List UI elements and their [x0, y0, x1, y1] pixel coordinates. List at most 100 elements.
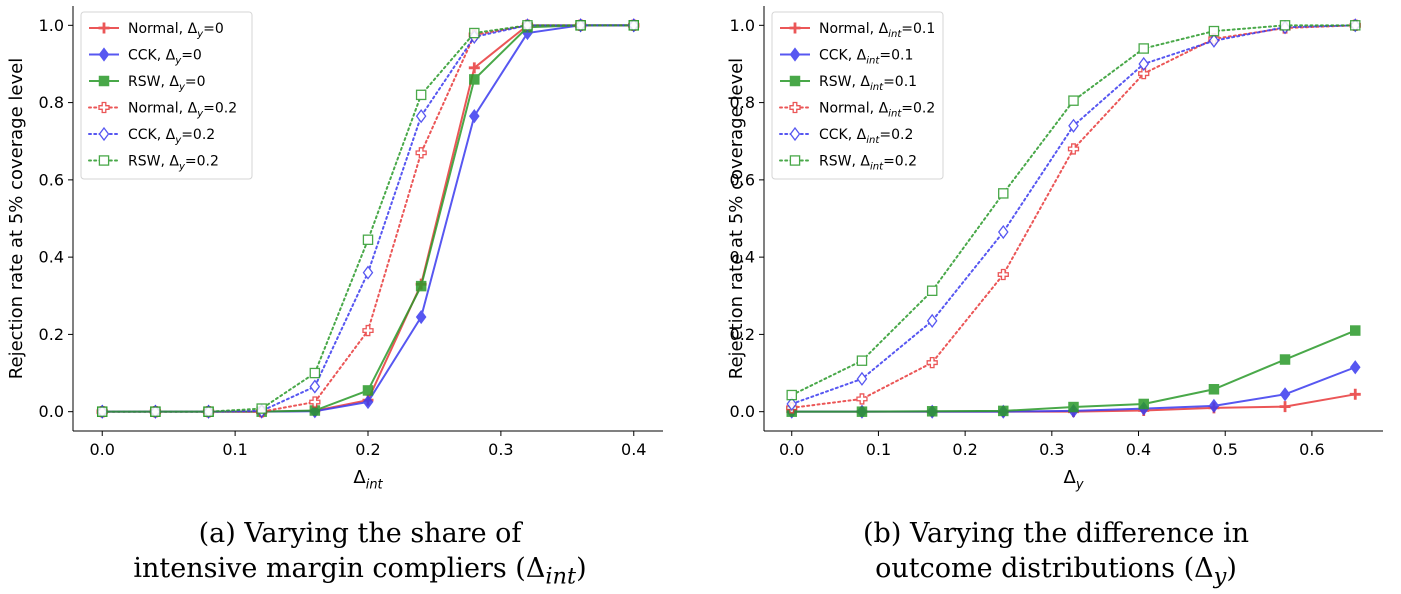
- y-tick-label: 0.6: [39, 170, 64, 189]
- y-tick-label: 0.8: [39, 93, 64, 112]
- x-tick-label: 0.5: [1212, 440, 1237, 459]
- data-point: [1279, 401, 1291, 413]
- caption-b-line1: (b) Varying the difference in: [863, 518, 1249, 549]
- data-point: [997, 268, 1009, 281]
- data-point: [786, 389, 797, 401]
- legend-swatch: [780, 75, 810, 87]
- chart-panel-b: 0.0 0.2 0.4 0.6 0.8 1.0 0.0 0.1 0.2 0.3 0.4 0.5 0.6 Δ…: [726, 6, 1383, 492]
- y-tick-label: 0.4: [39, 248, 64, 267]
- data-point: [469, 74, 480, 85]
- y-tick-label: 0.8: [730, 93, 755, 112]
- legend-marker: [789, 126, 801, 142]
- legend-marker: [98, 101, 110, 114]
- legend-swatch: [88, 126, 120, 142]
- data-point: [1068, 118, 1079, 133]
- x-axis-label: Δy: [1064, 467, 1084, 492]
- legend-marker: [98, 75, 110, 87]
- data-point: [1350, 325, 1361, 336]
- data-point: [468, 62, 480, 74]
- legend-label: Normal, Δint=0.2: [819, 101, 935, 120]
- legend-marker: [789, 22, 801, 34]
- data-point: [926, 406, 938, 417]
- data-point: [362, 234, 374, 245]
- x-tick-label: 0.3: [1039, 440, 1064, 459]
- x-tick-label: 0.0: [90, 440, 115, 459]
- legend-swatch: [779, 126, 811, 142]
- y-tick-label: 0.0: [730, 402, 755, 421]
- data-point: [1208, 384, 1220, 395]
- legend-label: RSW, Δy=0: [128, 74, 206, 93]
- data-point: [1138, 43, 1149, 54]
- x-tick-label: 0.2: [952, 440, 977, 459]
- data-point: [362, 324, 374, 337]
- legend-box: [80, 11, 253, 180]
- data-point: [1279, 354, 1291, 365]
- x-tick-label: 0.4: [1126, 440, 1151, 459]
- data-point: [856, 355, 868, 366]
- data-point: [1138, 67, 1150, 80]
- data-point: [362, 385, 374, 396]
- chart-panel-a: 0.0 0.2 0.4 0.6 0.8 1.0 0.0 0.1 0.2 0.3 0.4 Δint Rej…: [6, 6, 663, 492]
- legend-swatch: [88, 155, 120, 166]
- legend-label: CCK, Δy=0.2: [128, 127, 215, 146]
- series-line: [790, 24, 1357, 397]
- x-tick-label: 0.4: [621, 440, 646, 459]
- data-point: [1208, 33, 1220, 48]
- data-point: [150, 406, 161, 417]
- data-point: [1208, 25, 1220, 37]
- data-point: [203, 406, 214, 417]
- data-point: [1067, 143, 1080, 155]
- y-tick-label: 0.2: [730, 325, 755, 344]
- caption-a-text: intensive margin compliers (Δ: [133, 553, 546, 584]
- legend-label: Normal, Δy=0.2: [128, 101, 237, 120]
- data-point: [415, 109, 427, 124]
- legend-marker: [789, 101, 801, 114]
- series-rsw-dotted: [96, 20, 640, 417]
- legend-swatch: [89, 22, 119, 34]
- data-point: [1068, 95, 1079, 106]
- y-tick-label: 1.0: [39, 16, 64, 35]
- series-line: [101, 24, 635, 413]
- caption-b-close: ): [1226, 553, 1237, 584]
- data-point: [998, 405, 1009, 417]
- caption-a: (a) Varying the share of intensive margi…: [60, 516, 660, 594]
- legend-marker: [789, 47, 801, 62]
- legend-label: Normal, Δint=0.1: [819, 21, 935, 40]
- data-point: [856, 393, 868, 405]
- data-point: [309, 379, 321, 394]
- y-axis-label: Rejection rate at 5% coverage level: [726, 58, 747, 379]
- data-point: [415, 89, 427, 101]
- data-point: [1349, 388, 1361, 400]
- caption-b: (b) Varying the difference in outcome di…: [756, 516, 1356, 594]
- x-tick-label: 0.6: [1299, 440, 1324, 459]
- legend-swatch: [88, 101, 120, 114]
- series-line: [791, 329, 1356, 413]
- legend-swatch: [780, 22, 810, 34]
- data-point: [1279, 20, 1291, 31]
- legend-label: RSW, Δint=0.2: [819, 154, 917, 173]
- caption-b-text: outcome distributions (Δ: [875, 553, 1214, 584]
- x-tick-label: 0.2: [355, 440, 380, 459]
- y-tick-label: 0.4: [730, 248, 755, 267]
- data-point: [522, 20, 533, 31]
- x-axis-label: Δint: [353, 467, 383, 492]
- data-point: [1138, 56, 1150, 72]
- data-point: [628, 20, 640, 31]
- caption-b-line2: outcome distributions (Δy): [756, 551, 1356, 594]
- legend-label: RSW, Δint=0.1: [819, 74, 917, 93]
- data-point: [926, 356, 938, 369]
- data-point: [468, 109, 480, 124]
- x-tick-label: 0.1: [866, 440, 891, 459]
- legend-marker: [98, 126, 110, 142]
- data-point: [575, 20, 586, 31]
- legend-label: Normal, Δy=0: [128, 21, 224, 40]
- legend-swatch: [779, 101, 811, 114]
- data-point: [309, 396, 321, 408]
- legend-swatch: [89, 75, 119, 87]
- data-point: [856, 406, 868, 417]
- data-point: [96, 406, 108, 417]
- legend-marker: [98, 47, 110, 62]
- legend-marker: [789, 75, 801, 87]
- data-point: [415, 309, 427, 325]
